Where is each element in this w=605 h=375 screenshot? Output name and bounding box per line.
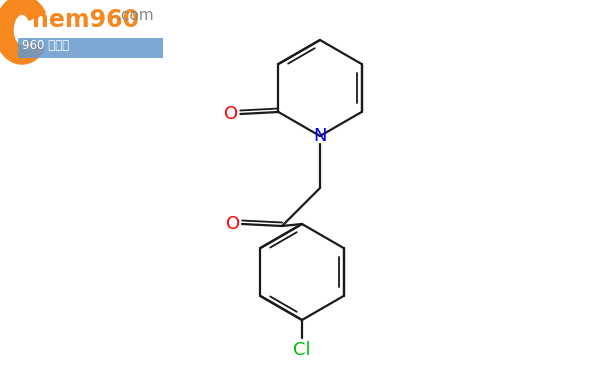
Text: O: O [226,215,240,233]
Text: Cl: Cl [293,341,311,359]
Text: .com: .com [116,8,154,23]
Text: 960 化工网: 960 化工网 [22,39,69,52]
Text: hem960: hem960 [32,8,139,32]
Text: O: O [224,105,238,123]
Bar [18,38,163,58]
Text: N: N [313,127,327,145]
